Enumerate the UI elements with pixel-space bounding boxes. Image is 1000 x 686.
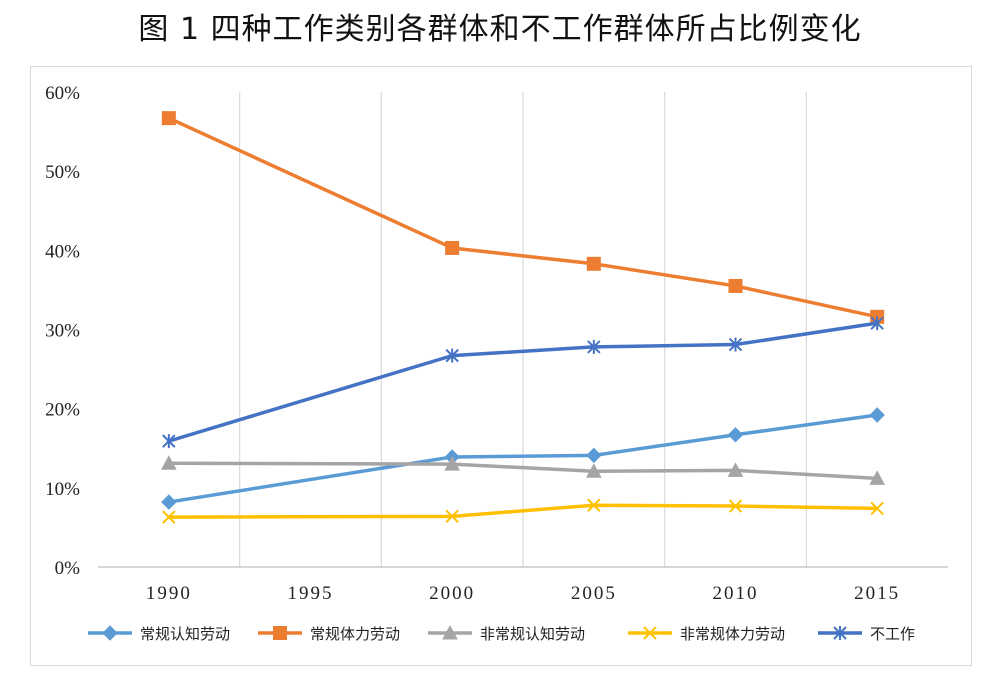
legend-item-5: 不工作 [818, 625, 915, 643]
data-point [585, 463, 602, 478]
legend-label: 常规体力劳动 [310, 625, 400, 643]
legend-swatch-marker [102, 625, 118, 641]
x-tick-label: 2005 [571, 583, 617, 604]
series-4 [162, 498, 884, 524]
data-point [728, 337, 743, 352]
data-point [445, 348, 459, 363]
series-5 [162, 316, 884, 449]
marker-stroke [643, 626, 657, 640]
legend-swatch-marker [442, 624, 458, 640]
data-point [587, 339, 601, 354]
data-point [727, 462, 744, 477]
x-tick-label: 2015 [854, 583, 900, 604]
y-tick-label: 10% [45, 479, 80, 500]
x-tick-label: 1990 [146, 583, 192, 604]
data-point [727, 427, 744, 443]
x-tick-label: 1995 [288, 583, 334, 604]
y-tick-label: 0% [55, 558, 81, 579]
data-point [587, 498, 601, 512]
data-point [160, 455, 177, 470]
marker-stroke [162, 510, 176, 524]
data-point [869, 470, 886, 485]
chart-title: 图 1 四种工作类别各群体和不工作群体所占比例变化 [138, 12, 862, 47]
marker-stroke [445, 509, 459, 524]
y-tick-label: 40% [45, 241, 80, 262]
legend-swatch-marker [643, 626, 657, 640]
legend-item-3: 非常规认知劳动 [428, 624, 585, 643]
y-tick-label: 50% [45, 162, 80, 183]
data-point [728, 278, 743, 293]
y-tick-label: 20% [45, 400, 80, 421]
data-point [870, 316, 884, 331]
data-point [586, 447, 602, 464]
data-point [444, 456, 461, 471]
legend-label: 非常规认知劳动 [480, 625, 585, 643]
data-point [869, 407, 885, 423]
grid-layer [239, 92, 807, 567]
series-1 [161, 407, 885, 510]
legend-label: 不工作 [870, 625, 915, 643]
data-point [586, 256, 601, 271]
data-point [445, 509, 459, 524]
legend-item-4: 非常规体力劳动 [628, 625, 785, 643]
marker-stroke [587, 498, 601, 512]
series-3 [160, 455, 886, 485]
data-point [445, 240, 460, 255]
chart-frame [30, 66, 972, 666]
marker-stroke [870, 501, 884, 516]
data-point [161, 111, 176, 126]
legend-swatch-marker [833, 626, 847, 640]
axis-layer: 0% 10% 20% 30% 40% 50% 60% 1990 1995 2000 2005 2010… [45, 83, 948, 604]
data-point [161, 494, 177, 510]
data-point [728, 499, 743, 513]
legend-item-1: 常规认知劳动 [88, 625, 230, 643]
legend: 常规认知劳动 常规体力劳动 非常规认知劳动 非常规体力劳动 不工作 [88, 624, 915, 643]
legend-swatch-marker [273, 626, 287, 640]
data-point [162, 510, 176, 524]
legend-item-2: 常规体力劳动 [258, 625, 400, 643]
x-tick-label: 2010 [713, 583, 759, 604]
data-point [162, 434, 176, 449]
y-tick-label: 60% [45, 83, 80, 104]
legend-label: 常规认知劳动 [140, 625, 230, 643]
marker-stroke [728, 499, 743, 513]
legend-label: 非常规体力劳动 [680, 625, 785, 643]
y-tick-label: 30% [45, 321, 80, 342]
series-layer [160, 111, 886, 524]
x-tick-label: 2000 [429, 583, 475, 604]
data-point [870, 501, 884, 516]
